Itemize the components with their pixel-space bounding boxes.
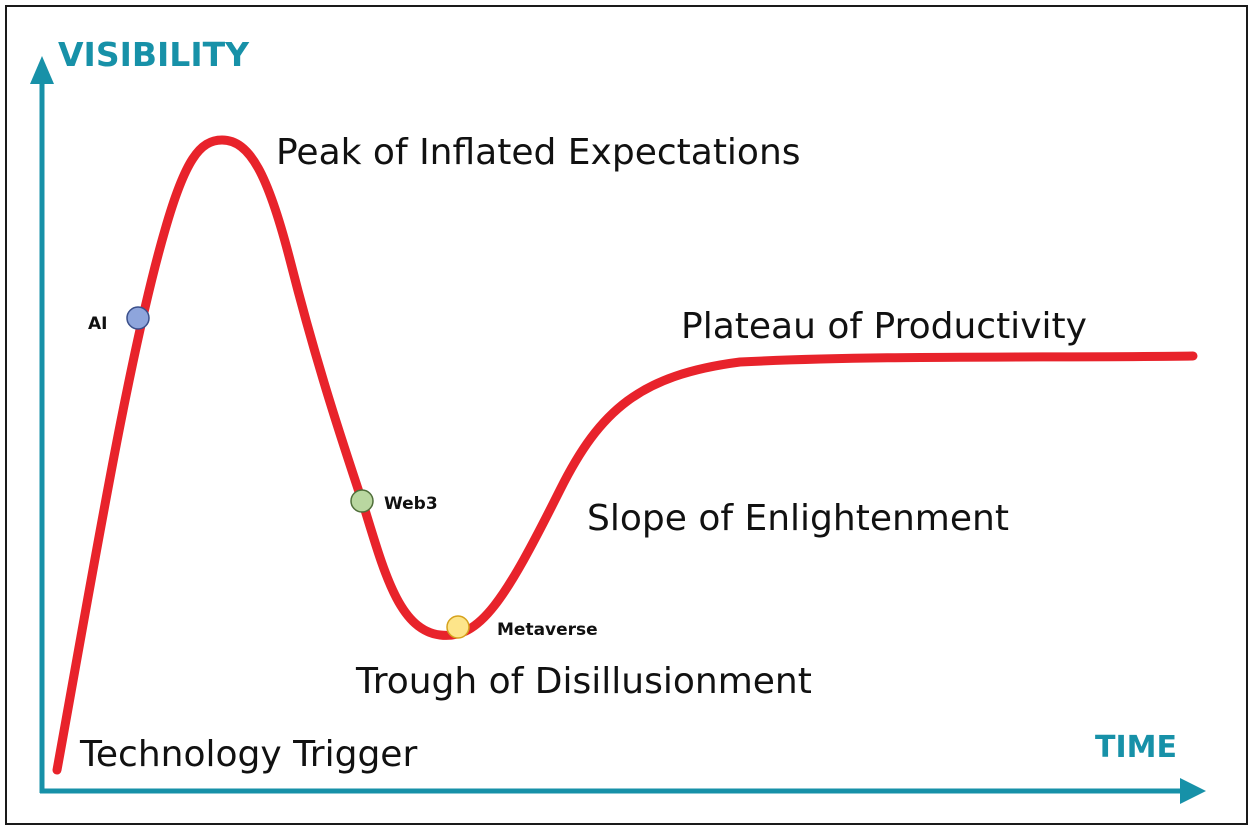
marker-web3 [350, 489, 374, 513]
marker-label-metaverse: Metaverse [497, 620, 598, 640]
x-axis-arrow-icon [1180, 778, 1206, 804]
y-axis-arrow-icon [30, 56, 54, 84]
marker-ai [126, 306, 150, 330]
phase-label-plateau: Plateau of Productivity [681, 306, 1087, 347]
phase-label-slope: Slope of Enlightenment [587, 498, 1009, 539]
marker-label-ai: AI [88, 314, 107, 334]
marker-metaverse [446, 615, 470, 639]
phase-label-trough: Trough of Disillusionment [355, 661, 812, 702]
y-axis-title: VISIBILITY [58, 35, 250, 74]
marker-label-web3: Web3 [384, 494, 438, 514]
x-axis-title: TIME [1095, 730, 1177, 765]
phase-label-peak: Peak of Inflated Expectations [276, 132, 801, 173]
phase-label-technology-trigger: Technology Trigger [79, 734, 417, 775]
